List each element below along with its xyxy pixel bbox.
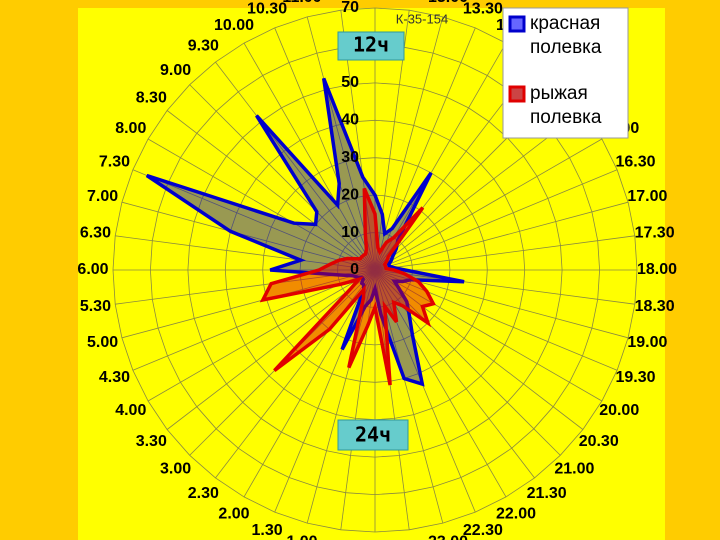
spoke: [374, 138, 603, 271]
category-label: 3.30: [136, 433, 167, 450]
annotation: К-35-154: [396, 11, 448, 26]
legend-label: рыжая полевка: [530, 83, 602, 128]
r-tick-label: 50: [341, 74, 359, 91]
category-label: 1.30: [252, 522, 283, 539]
category-label: 17.00: [627, 188, 667, 205]
spoke: [215, 61, 376, 271]
category-label: 7.00: [87, 188, 118, 205]
category-label: 8.30: [136, 90, 167, 107]
category-label: 9.30: [188, 37, 219, 54]
category-label: 1.00: [286, 534, 317, 540]
category-label: 22.30: [463, 522, 503, 539]
r-tick-label: 40: [341, 112, 359, 129]
r-tick-label: 20: [341, 186, 359, 203]
legend-text: красная полевка: [530, 13, 602, 58]
category-label: 8.00: [115, 120, 146, 137]
spoke: [374, 16, 444, 271]
annotation-box: [337, 31, 405, 61]
legend-text: рыжая полевка: [530, 83, 602, 128]
category-label: 5.30: [80, 298, 111, 315]
annotation-box: [337, 419, 409, 451]
spoke: [374, 235, 635, 271]
category-label: 6.00: [77, 261, 108, 278]
legend-text-part: полевка: [530, 37, 602, 58]
spoke: [340, 269, 376, 530]
spoke: [374, 269, 476, 513]
spoke: [374, 269, 584, 430]
spoke: [166, 110, 376, 271]
category-label: 10.00: [214, 17, 254, 34]
category-label: 18.30: [635, 298, 675, 315]
spoke: [374, 269, 507, 498]
spoke: [147, 269, 376, 402]
spoke: [374, 269, 635, 305]
r-tick-label: 30: [341, 149, 359, 166]
spoke: [374, 269, 603, 402]
r-tick-label: 70: [341, 0, 359, 16]
legend-text-part: рыжая: [530, 83, 588, 104]
r-tick-label: 0: [350, 261, 359, 278]
category-label: 17.30: [635, 224, 675, 241]
spoke: [121, 269, 376, 339]
category-label: 16.30: [616, 153, 656, 170]
category-label: 4.00: [115, 402, 146, 419]
spoke: [374, 269, 618, 371]
category-label: 5.00: [87, 334, 118, 351]
category-label: 11.00: [282, 0, 321, 6]
category-label: 7.30: [99, 153, 130, 170]
legend-label: красная полевка: [530, 13, 602, 58]
category-label: 23.00: [428, 534, 468, 540]
category-label: 19.00: [627, 334, 667, 351]
spoke: [132, 169, 376, 271]
category-label: 2.30: [188, 485, 219, 502]
spoke: [243, 42, 376, 271]
spoke: [121, 201, 376, 271]
spoke: [274, 27, 376, 271]
category-label: 20.30: [579, 433, 619, 450]
category-label: 9.00: [160, 62, 191, 79]
spoke: [166, 269, 376, 430]
r-tick-label: 10: [341, 224, 359, 241]
legend-text-part: полевка: [530, 107, 602, 128]
category-label: 13.30: [463, 1, 503, 18]
category-label: 22.00: [496, 505, 536, 522]
annotation: 12ч: [353, 33, 389, 57]
legend-swatch: [508, 85, 526, 103]
category-label: 4.30: [99, 369, 130, 386]
category-label: 18.00: [637, 261, 677, 278]
category-label: 21.30: [527, 485, 567, 502]
category-label: 20.00: [599, 402, 639, 419]
category-label: 2.00: [218, 505, 249, 522]
category-label: 3.00: [160, 461, 191, 478]
category-label: 13.00: [428, 0, 468, 6]
series-area: [259, 187, 436, 386]
category-label: 10.30: [247, 1, 287, 18]
spoke: [147, 138, 376, 271]
spoke: [274, 269, 376, 513]
spoke: [374, 169, 618, 271]
category-label: 19.30: [616, 369, 656, 386]
spoke: [189, 84, 376, 271]
spoke: [243, 269, 376, 498]
category-label: 21.00: [554, 461, 594, 478]
spoke: [374, 201, 629, 271]
category-label: 6.30: [80, 224, 111, 241]
annotation: 24ч: [355, 423, 391, 447]
legend-text-part: красная: [530, 13, 600, 34]
legend-swatch: [508, 15, 526, 33]
